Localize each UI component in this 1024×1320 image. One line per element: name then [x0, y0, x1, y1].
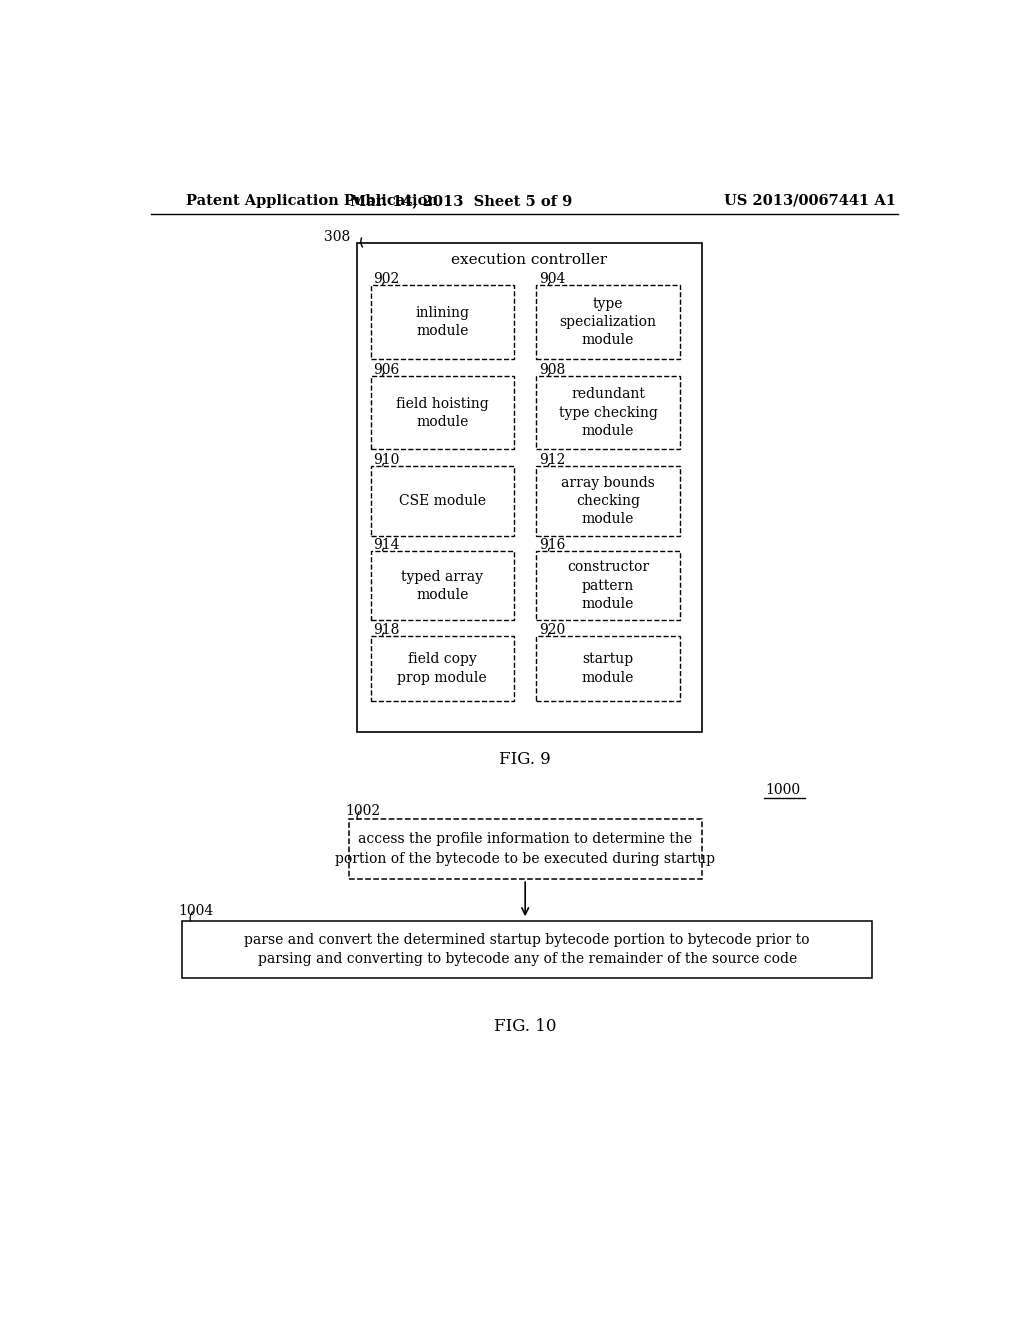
Text: 904: 904: [539, 272, 565, 286]
Bar: [371, 466, 514, 536]
Bar: [371, 636, 514, 701]
Text: 902: 902: [373, 272, 399, 286]
Text: parse and convert the determined startup bytecode portion to bytecode prior to
p: parse and convert the determined startup…: [245, 933, 810, 966]
Text: 906: 906: [373, 363, 399, 378]
Text: redundant
type checking
module: redundant type checking module: [559, 388, 657, 438]
Bar: [537, 285, 680, 359]
Text: 1000: 1000: [765, 783, 801, 797]
Bar: [182, 921, 872, 978]
Bar: [537, 466, 680, 536]
Text: field copy
prop module: field copy prop module: [397, 652, 487, 685]
Text: typed array
module: typed array module: [401, 569, 483, 602]
Text: execution controller: execution controller: [451, 253, 607, 267]
Text: 1002: 1002: [345, 804, 380, 818]
Text: inlining
module: inlining module: [416, 306, 469, 338]
Text: type
specialization
module: type specialization module: [559, 297, 656, 347]
Text: 916: 916: [539, 539, 565, 552]
Text: array bounds
checking
module: array bounds checking module: [561, 475, 655, 527]
Text: 908: 908: [539, 363, 565, 378]
Text: Mar. 14, 2013  Sheet 5 of 9: Mar. 14, 2013 Sheet 5 of 9: [350, 194, 572, 207]
Bar: [371, 285, 514, 359]
Text: US 2013/0067441 A1: US 2013/0067441 A1: [724, 194, 896, 207]
Text: 914: 914: [373, 539, 399, 552]
Bar: [371, 376, 514, 449]
Text: 308: 308: [325, 230, 350, 244]
Text: Patent Application Publication: Patent Application Publication: [186, 194, 438, 207]
Text: 910: 910: [373, 453, 399, 467]
Bar: [349, 818, 701, 879]
Bar: [356, 243, 701, 733]
Bar: [537, 552, 680, 620]
Bar: [371, 552, 514, 620]
Text: CSE module: CSE module: [398, 494, 485, 508]
Text: FIG. 9: FIG. 9: [499, 751, 551, 767]
Bar: [537, 636, 680, 701]
Text: field hoisting
module: field hoisting module: [396, 397, 488, 429]
Text: 918: 918: [373, 623, 399, 636]
Text: startup
module: startup module: [582, 652, 634, 685]
Text: constructor
pattern
module: constructor pattern module: [567, 561, 649, 611]
Text: 920: 920: [539, 623, 565, 636]
Text: 1004: 1004: [178, 904, 214, 919]
Bar: [537, 376, 680, 449]
Text: 912: 912: [539, 453, 565, 467]
Text: access the profile information to determine the
portion of the bytecode to be ex: access the profile information to determ…: [335, 833, 715, 866]
Text: FIG. 10: FIG. 10: [494, 1018, 556, 1035]
